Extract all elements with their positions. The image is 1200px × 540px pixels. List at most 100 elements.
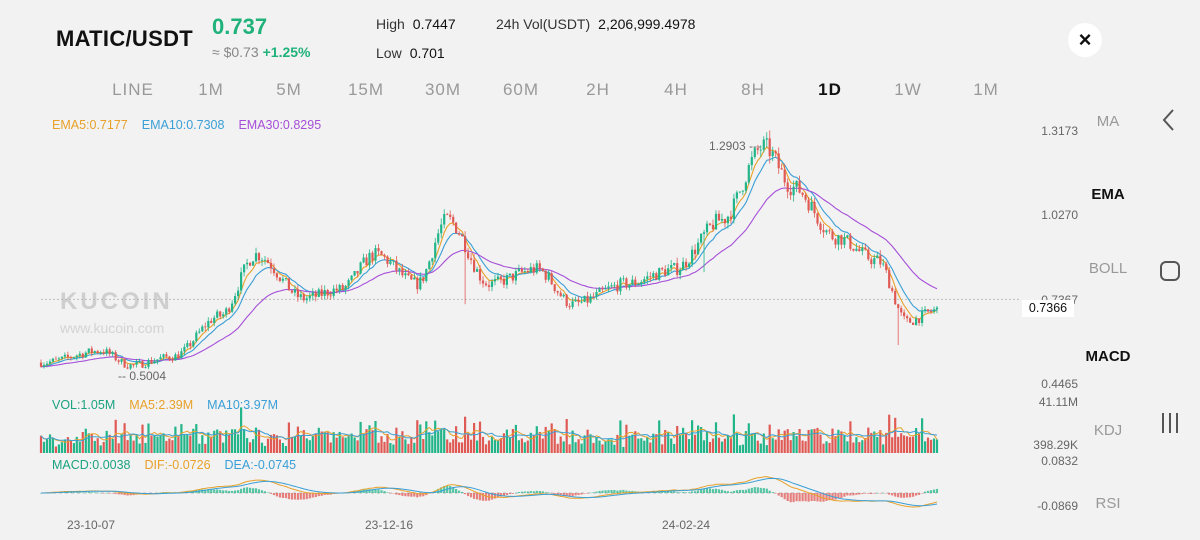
candle-body: [837, 235, 840, 245]
volume-bar: [550, 423, 553, 453]
tab-1m[interactable]: 1M: [198, 80, 224, 99]
candle-body: [864, 247, 867, 250]
volume-bar: [252, 439, 255, 453]
candle-body: [180, 351, 183, 359]
macd-bar: [490, 493, 494, 500]
tab-1mo[interactable]: 1M: [973, 80, 999, 99]
recents-nav-button[interactable]: [1150, 410, 1190, 441]
candle-body: [643, 279, 646, 283]
volume-bar: [249, 442, 252, 453]
tab-15m[interactable]: 15M: [347, 80, 385, 99]
macd-bar: [505, 493, 508, 495]
volume-bar: [685, 432, 688, 453]
volume-bar: [228, 434, 231, 453]
tab-2h[interactable]: 2H: [586, 80, 610, 99]
candle-body: [702, 232, 706, 234]
candle-body: [586, 295, 589, 303]
candle-body: [774, 151, 777, 154]
candle-body: [141, 361, 144, 368]
volume-bar: [455, 426, 458, 453]
volume-bar: [225, 430, 228, 453]
volume-bar: [705, 431, 709, 453]
low-value: 0.701: [409, 45, 445, 61]
tab-8h[interactable]: 8H: [741, 80, 765, 99]
candle-body: [502, 278, 505, 285]
macd-bar: [861, 493, 864, 494]
macd-bar: [87, 492, 90, 493]
tab-60m[interactable]: 60M: [502, 80, 540, 99]
candle-body: [550, 273, 553, 285]
indicator-rsi[interactable]: RSI: [1095, 495, 1121, 512]
home-nav-button[interactable]: [1150, 259, 1190, 288]
tab-4h[interactable]: 4H: [664, 80, 688, 99]
volume-bar: [511, 429, 514, 453]
close-button[interactable]: ×: [1068, 23, 1102, 57]
macd-tick-bottom: -0.0869: [1037, 499, 1078, 513]
tab-30m[interactable]: 30M: [424, 80, 462, 99]
macd-bar: [849, 493, 852, 496]
macd-bar: [299, 493, 302, 500]
volume-bar: [846, 441, 849, 453]
volume-bar: [162, 433, 165, 453]
volume-bar: [619, 420, 622, 453]
volume-bar: [464, 416, 467, 453]
volume-bar: [317, 427, 320, 453]
volume-bar: [932, 438, 936, 453]
tab-1d[interactable]: 1D: [818, 80, 842, 99]
volume-bar: [222, 442, 225, 453]
macd-bar: [99, 492, 102, 494]
macd-bar: [714, 488, 718, 493]
macd-bar: [586, 493, 589, 494]
volume-bar: [404, 439, 407, 453]
volume-bar: [437, 431, 440, 453]
volume-bar: [213, 430, 216, 453]
macd-bar: [108, 493, 111, 494]
candle-body: [347, 280, 350, 286]
candle-body: [320, 289, 323, 296]
ticker-header: MATIC/USDT 0.737 ≈ $0.73 +1.25% High 0.744…: [0, 0, 1200, 75]
macd-bar: [493, 493, 497, 499]
candle-body: [601, 288, 604, 290]
volume-bar: [174, 426, 177, 453]
volume-bar: [219, 431, 222, 453]
indicator-boll[interactable]: BOLL: [1088, 260, 1128, 277]
macd-bar: [798, 493, 801, 502]
volume-bar: [926, 437, 930, 453]
indicator-ma[interactable]: MA: [1096, 113, 1120, 130]
back-nav-button[interactable]: [1150, 106, 1190, 139]
low-stat: Low 0.701: [376, 45, 445, 61]
candle-body: [165, 354, 168, 357]
volume-bar: [338, 431, 341, 453]
candle-body: [213, 317, 216, 323]
indicator-kdj[interactable]: KDJ: [1093, 422, 1123, 439]
volume-bar: [231, 429, 234, 453]
indicator-ema[interactable]: EMA: [1091, 186, 1125, 203]
candle-body: [431, 258, 434, 262]
candle-body: [99, 352, 102, 354]
macd-bar: [738, 489, 741, 493]
candle-body: [822, 230, 825, 233]
indicator-macd[interactable]: MACD: [1085, 348, 1131, 365]
macd-bar: [440, 487, 443, 493]
volume-bar: [281, 443, 284, 453]
volume-bar: [541, 438, 544, 453]
macd-bar: [879, 493, 882, 494]
candle-body: [204, 326, 207, 328]
candle-body: [816, 213, 819, 224]
candle-body: [517, 269, 520, 271]
volume-bar: [891, 437, 894, 453]
macd-bar: [237, 490, 240, 493]
dea-legend: DEA:-0.0745: [224, 458, 297, 472]
candle-body: [266, 259, 270, 263]
tab-1w[interactable]: 1W: [894, 80, 922, 99]
volume-bar: [912, 436, 915, 453]
tab-line[interactable]: LINE: [112, 80, 154, 99]
volume-bar: [371, 430, 374, 453]
macd-bar: [918, 493, 921, 495]
macd-bar: [867, 493, 870, 494]
candle-body: [192, 341, 195, 347]
candle-body: [595, 292, 598, 297]
macd-bar: [96, 492, 99, 494]
tab-5m[interactable]: 5M: [276, 80, 302, 99]
